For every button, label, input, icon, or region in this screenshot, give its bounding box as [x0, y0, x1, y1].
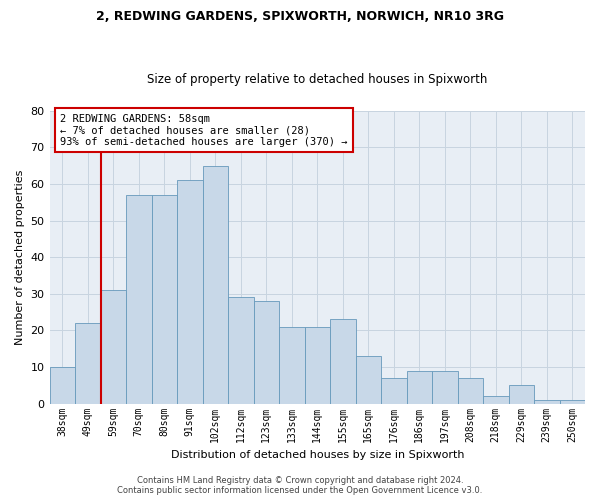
- Bar: [254, 301, 279, 404]
- Title: Size of property relative to detached houses in Spixworth: Size of property relative to detached ho…: [147, 73, 487, 86]
- Bar: [203, 166, 228, 404]
- Bar: [126, 195, 152, 404]
- Bar: [407, 370, 432, 404]
- Bar: [152, 195, 177, 404]
- Bar: [50, 367, 75, 404]
- Bar: [177, 180, 203, 404]
- Bar: [509, 386, 534, 404]
- Bar: [432, 370, 458, 404]
- Bar: [458, 378, 483, 404]
- Bar: [560, 400, 585, 404]
- Bar: [356, 356, 381, 404]
- Bar: [305, 327, 330, 404]
- Bar: [483, 396, 509, 404]
- Y-axis label: Number of detached properties: Number of detached properties: [15, 170, 25, 345]
- Bar: [101, 290, 126, 404]
- Bar: [534, 400, 560, 404]
- Bar: [330, 320, 356, 404]
- Bar: [75, 323, 101, 404]
- Text: 2, REDWING GARDENS, SPIXWORTH, NORWICH, NR10 3RG: 2, REDWING GARDENS, SPIXWORTH, NORWICH, …: [96, 10, 504, 23]
- X-axis label: Distribution of detached houses by size in Spixworth: Distribution of detached houses by size …: [170, 450, 464, 460]
- Bar: [381, 378, 407, 404]
- Text: Contains HM Land Registry data © Crown copyright and database right 2024.
Contai: Contains HM Land Registry data © Crown c…: [118, 476, 482, 495]
- Bar: [279, 327, 305, 404]
- Text: 2 REDWING GARDENS: 58sqm
← 7% of detached houses are smaller (28)
93% of semi-de: 2 REDWING GARDENS: 58sqm ← 7% of detache…: [60, 114, 348, 147]
- Bar: [228, 298, 254, 404]
